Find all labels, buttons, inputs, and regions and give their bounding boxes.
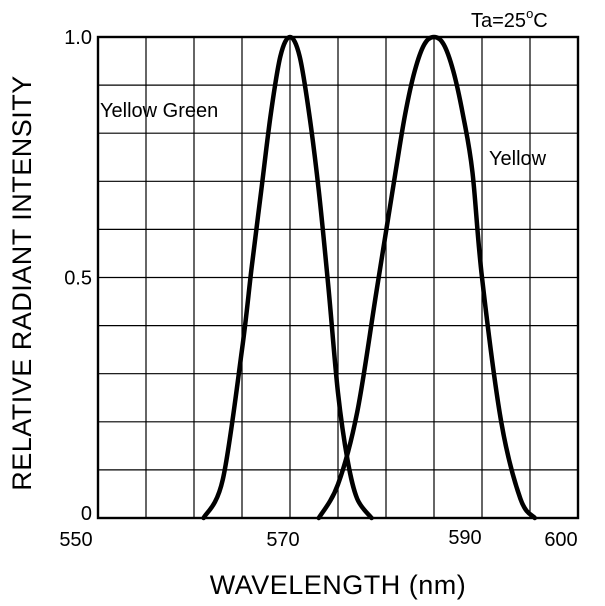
x-tick-label: 550 bbox=[59, 529, 92, 551]
y-tick-label: 0.5 bbox=[64, 268, 92, 290]
x-tick-label: 600 bbox=[544, 529, 577, 551]
y-tick-label: 0 bbox=[81, 503, 92, 525]
series-curve-yellow bbox=[316, 34, 538, 521]
grid bbox=[98, 37, 578, 518]
curves bbox=[201, 34, 538, 521]
temperature-condition: Ta=25oC bbox=[471, 6, 548, 32]
series-label-yellow: Yellow bbox=[489, 148, 547, 170]
y-tick-label: 1.0 bbox=[64, 27, 92, 49]
tick-labels: 550 570 590 600 0 0.5 1.0 bbox=[59, 27, 577, 551]
series-curve-yellow-green bbox=[201, 34, 374, 521]
series-label-yellow-green: Yellow Green bbox=[100, 100, 218, 122]
x-axis-title: WAVELENGTH (nm) bbox=[210, 570, 467, 600]
x-tick-label: 570 bbox=[266, 529, 299, 551]
y-axis-title: RELATIVE RADIANT INTENSITY bbox=[7, 75, 37, 491]
plot-frame bbox=[96, 35, 580, 520]
x-tick-label: 590 bbox=[448, 527, 481, 549]
